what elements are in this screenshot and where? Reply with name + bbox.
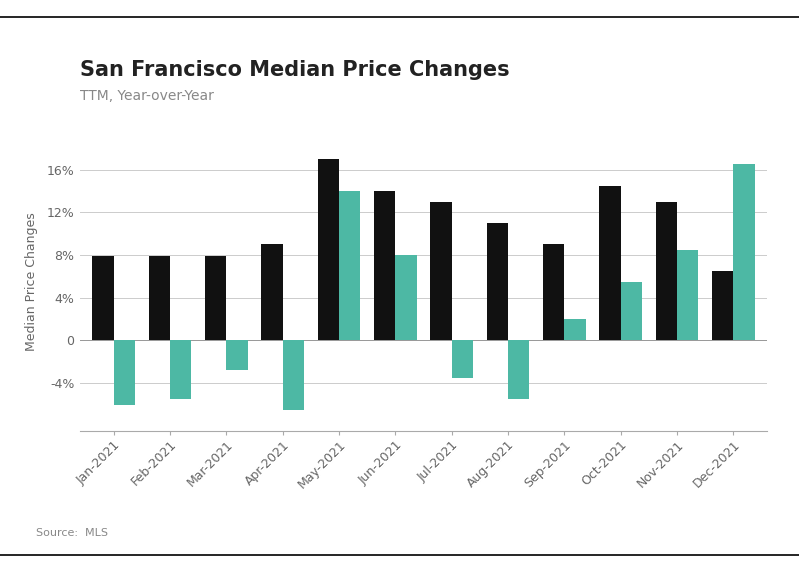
Text: Source:  MLS: Source: MLS <box>36 528 108 538</box>
Bar <box>226 340 248 370</box>
Bar <box>283 340 304 410</box>
Bar <box>339 191 360 340</box>
Bar <box>655 202 677 340</box>
Bar <box>621 282 642 340</box>
Bar <box>170 340 192 399</box>
Bar <box>487 223 508 340</box>
Text: TTM, Year-over-Year: TTM, Year-over-Year <box>80 89 214 103</box>
Bar <box>599 186 621 340</box>
Bar <box>543 244 564 340</box>
Bar <box>374 191 396 340</box>
Bar <box>451 340 473 378</box>
Bar <box>113 340 135 405</box>
Bar <box>205 256 226 340</box>
Y-axis label: Median Price Changes: Median Price Changes <box>26 212 38 351</box>
Bar <box>508 340 530 399</box>
Bar <box>677 250 698 340</box>
Bar <box>317 159 339 340</box>
Bar <box>430 202 451 340</box>
Bar <box>733 164 754 340</box>
Bar <box>93 256 113 340</box>
Text: San Francisco Median Price Changes: San Francisco Median Price Changes <box>80 60 510 81</box>
Bar <box>396 255 417 340</box>
Bar <box>564 319 586 340</box>
Bar <box>712 271 733 340</box>
Bar <box>149 256 170 340</box>
Bar <box>261 244 283 340</box>
